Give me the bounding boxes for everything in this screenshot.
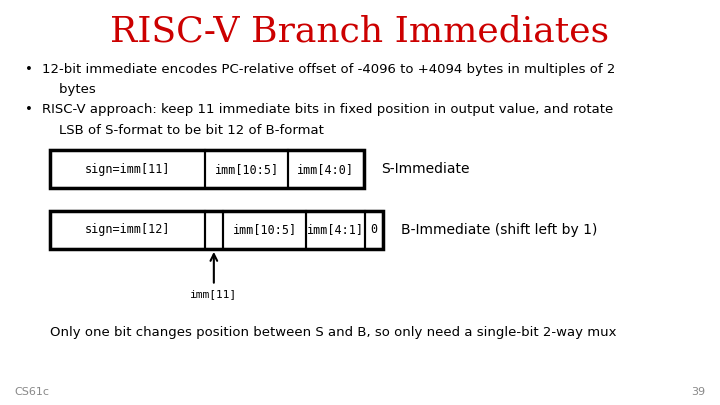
Bar xyxy=(365,211,383,249)
Text: imm[10:5]: imm[10:5] xyxy=(215,162,279,176)
Text: bytes: bytes xyxy=(42,83,96,96)
Bar xyxy=(288,150,364,188)
Text: LSB of S-format to be bit 12 of B-format: LSB of S-format to be bit 12 of B-format xyxy=(42,124,323,136)
Text: •: • xyxy=(25,63,33,76)
Text: imm[10:5]: imm[10:5] xyxy=(233,223,297,237)
Bar xyxy=(50,211,205,249)
Bar xyxy=(50,150,364,188)
Text: sign=imm[11]: sign=imm[11] xyxy=(85,162,171,176)
Text: RISC-V approach: keep 11 immediate bits in fixed position in output value, and r: RISC-V approach: keep 11 immediate bits … xyxy=(42,103,613,116)
Text: 39: 39 xyxy=(691,387,706,397)
Bar xyxy=(306,211,365,249)
Text: RISC-V Branch Immediates: RISC-V Branch Immediates xyxy=(110,14,610,48)
Text: S-Immediate: S-Immediate xyxy=(382,162,470,176)
Text: 0: 0 xyxy=(371,223,377,237)
Text: imm[4:0]: imm[4:0] xyxy=(297,162,354,176)
Text: •: • xyxy=(25,103,33,116)
Text: B-Immediate (shift left by 1): B-Immediate (shift left by 1) xyxy=(401,223,598,237)
Bar xyxy=(205,150,288,188)
Text: CS61c: CS61c xyxy=(14,387,50,397)
Text: imm[4:1]: imm[4:1] xyxy=(307,223,364,237)
Text: 12-bit immediate encodes PC-relative offset of -4096 to +4094 bytes in multiples: 12-bit immediate encodes PC-relative off… xyxy=(42,63,615,76)
Bar xyxy=(50,211,383,249)
Bar xyxy=(223,211,306,249)
Text: imm[11]: imm[11] xyxy=(190,290,238,300)
Bar xyxy=(205,211,223,249)
Text: Only one bit changes position between S and B, so only need a single-bit 2-way m: Only one bit changes position between S … xyxy=(50,326,617,339)
Bar xyxy=(50,150,205,188)
Text: sign=imm[12]: sign=imm[12] xyxy=(85,223,171,237)
